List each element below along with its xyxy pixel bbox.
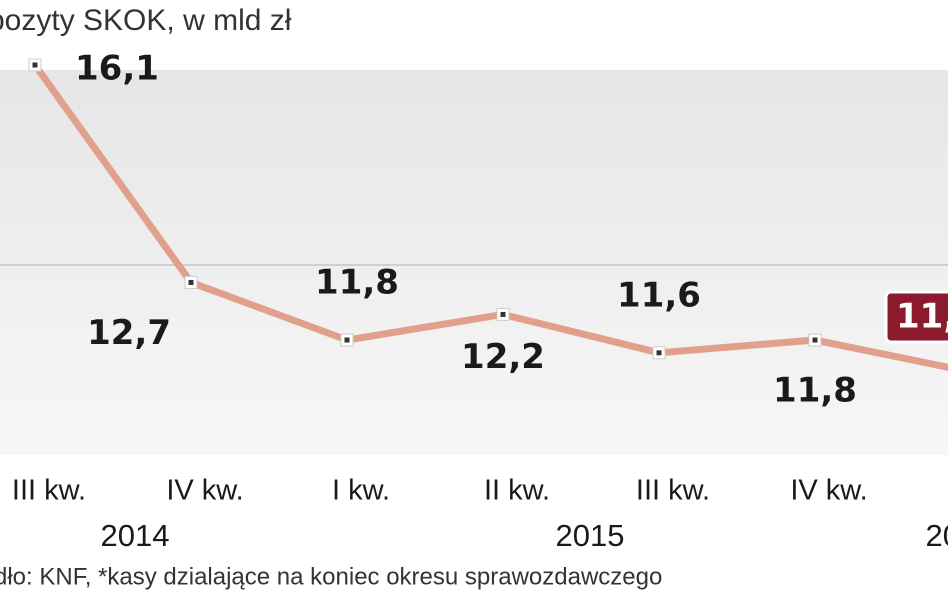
year-label: 2016 (926, 518, 948, 553)
chart-title: pozyty SKOK, w mld zł (0, 4, 292, 37)
data-label: 12,2 (461, 337, 545, 377)
highlight-box (884, 290, 948, 344)
year-label: 2015 (556, 518, 625, 553)
point-center (812, 337, 818, 343)
data-label: 11,3 (896, 297, 948, 337)
point-center (344, 337, 350, 343)
data-label: 16,1 (75, 49, 159, 89)
x-tick-label: III kw. (12, 475, 86, 507)
x-tick-label: II kw. (484, 475, 550, 507)
data-label: 11,8 (773, 371, 857, 411)
plot-background (0, 70, 948, 455)
x-tick-label: III kw. (636, 475, 710, 507)
point-center (500, 311, 506, 317)
x-tick-label: IV kw. (790, 475, 867, 507)
source-note: dło: KNF, *kasy dzialające na koniec okr… (0, 563, 662, 590)
x-tick-label: I kw. (332, 475, 390, 507)
data-label: 11,6 (617, 275, 701, 315)
x-tick-label: IV kw. (166, 475, 243, 507)
point-center (656, 350, 662, 356)
data-label: 12,7 (87, 313, 171, 353)
point-center (32, 62, 38, 68)
year-label: 2014 (101, 518, 170, 553)
data-label: 11,8 (315, 263, 399, 303)
point-center (188, 279, 194, 285)
